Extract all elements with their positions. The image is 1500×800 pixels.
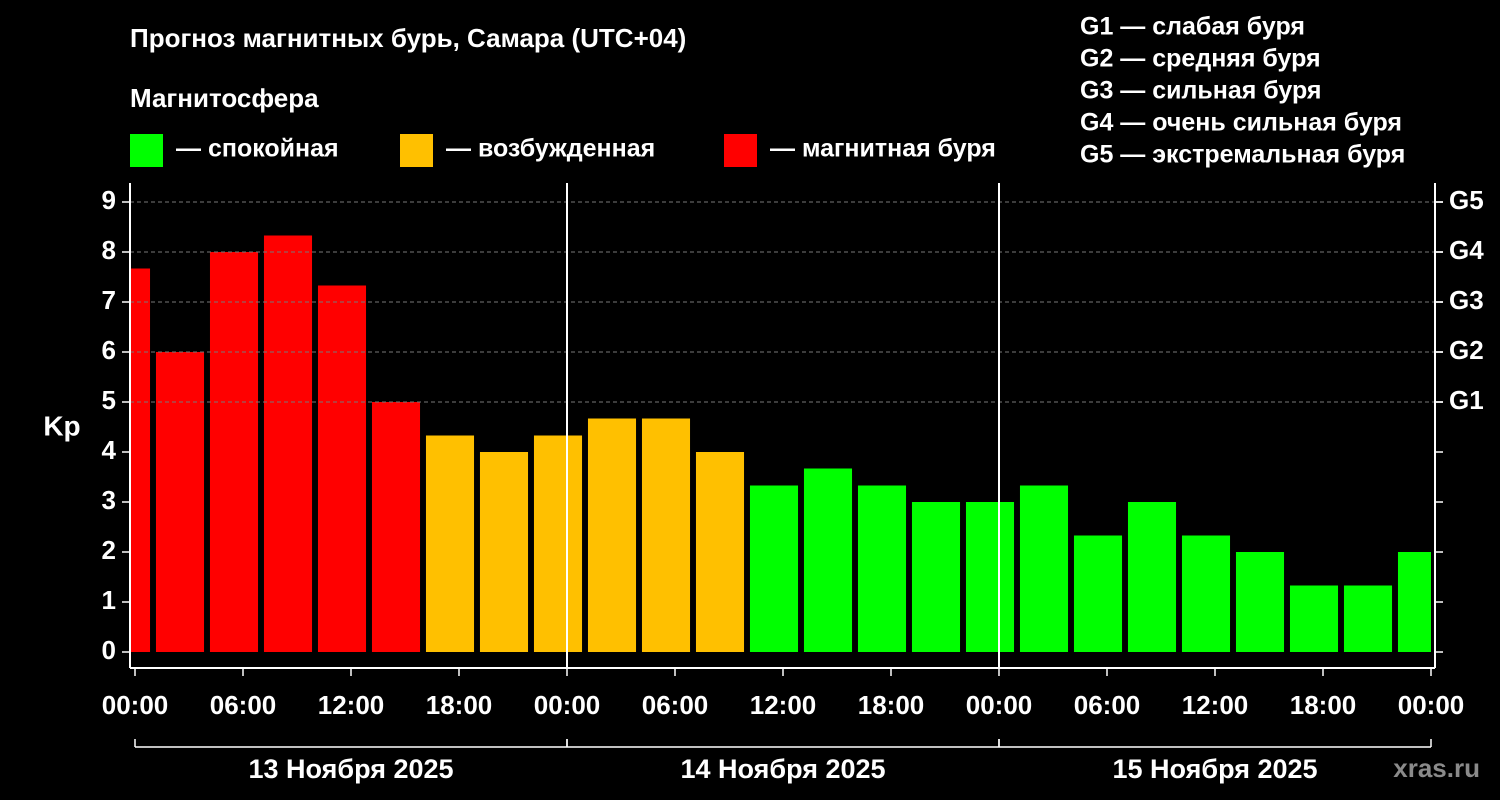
legend-label: — спокойная [176,135,339,163]
day-label: 15 Ноября 2025 [1112,754,1317,784]
bar [1397,552,1431,652]
bar [1289,585,1339,652]
y2-tick-label: G1 [1449,385,1484,415]
y-tick-label: 3 [102,485,116,515]
x-tick-label: 00:00 [534,690,601,720]
x-tick-label: 06:00 [1074,690,1141,720]
y-tick-label: 5 [102,385,116,415]
bar [263,235,313,652]
x-tick-label: 18:00 [426,690,493,720]
x-tick-label: 00:00 [102,690,169,720]
bar [1343,585,1393,652]
bar [695,452,745,652]
x-tick-label: 00:00 [966,690,1033,720]
scale-legend-item: G2 — средняя буря [1080,45,1321,73]
x-tick-label: 12:00 [750,690,817,720]
legend-swatch [130,134,163,167]
y-tick-label: 9 [102,185,116,215]
x-tick-label: 12:00 [318,690,385,720]
scale-legend-item: G4 — очень сильная буря [1080,109,1402,137]
bar [857,485,907,652]
bar [587,418,637,652]
legend-swatch [400,134,433,167]
bar [641,418,691,652]
y-tick-label: 8 [102,235,116,265]
y-tick-label: 0 [102,635,116,665]
legend-swatch [724,134,757,167]
bar [425,435,475,652]
day-label: 13 Ноября 2025 [248,754,453,784]
y2-tick-label: G4 [1449,235,1484,265]
bar [479,452,529,652]
bar [533,435,583,652]
y2-tick-label: G3 [1449,285,1484,315]
y-tick-label: 6 [102,335,116,365]
bar [749,485,799,652]
y2-tick-label: G2 [1449,335,1484,365]
bar [317,285,367,652]
legend-label: — магнитная буря [770,135,996,163]
bar [803,468,853,652]
x-tick-label: 12:00 [1182,690,1249,720]
y-tick-label: 4 [102,435,117,465]
bar [1073,535,1123,652]
legend-label: — возбужденная [446,135,655,163]
x-tick-label: 06:00 [210,690,277,720]
x-tick-label: 06:00 [642,690,709,720]
watermark: xras.ru [1393,753,1480,783]
x-tick-label: 18:00 [1290,690,1357,720]
day-label: 14 Ноября 2025 [680,754,885,784]
y-tick-label: 2 [102,535,116,565]
x-tick-label: 18:00 [858,690,925,720]
bar [1019,485,1069,652]
y2-tick-label: G5 [1449,185,1484,215]
bar [1127,502,1177,652]
bar [371,402,421,652]
x-tick-label: 00:00 [1398,690,1465,720]
y-tick-label: 1 [102,585,116,615]
scale-legend-item: G3 — сильная буря [1080,77,1322,105]
y-axis-label: Kp [43,410,80,441]
bars [131,235,1431,652]
chart-title: Прогноз магнитных бурь, Самара (UTC+04) [130,23,686,53]
bar [131,268,151,652]
subtitle: Магнитосфера [130,83,319,113]
bar [209,252,259,652]
bar [1181,535,1231,652]
scale-legend-item: G5 — экстремальная буря [1080,141,1405,169]
bar [1235,552,1285,652]
y-tick-label: 7 [102,285,116,315]
bar [965,502,1015,652]
bar [155,352,205,652]
bar [911,502,961,652]
scale-legend-item: G1 — слабая буря [1080,13,1305,41]
